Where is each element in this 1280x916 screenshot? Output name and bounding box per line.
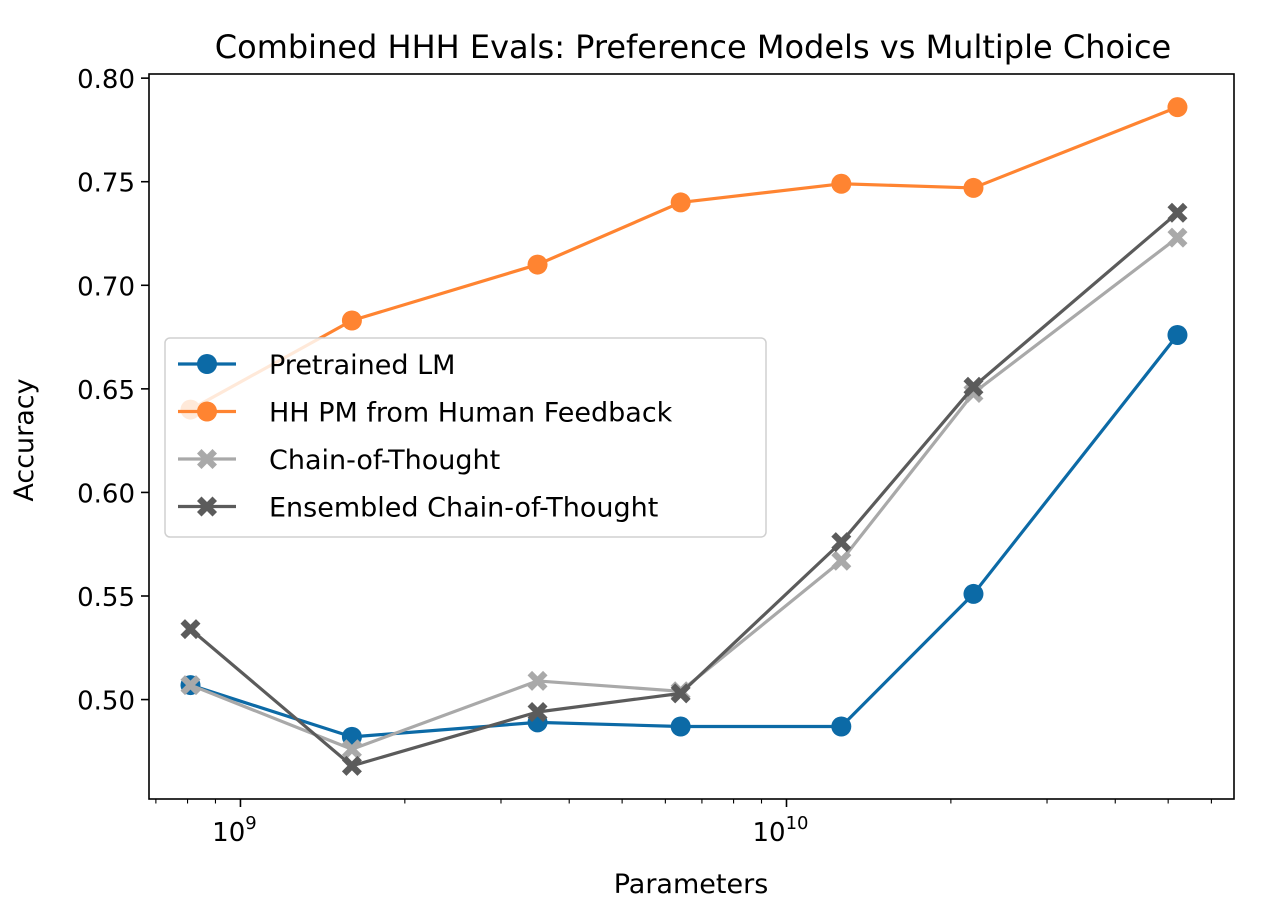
data-point — [963, 177, 984, 198]
y-axis-label: Accuracy — [9, 378, 40, 501]
data-point — [527, 702, 548, 722]
data-point — [1167, 202, 1188, 223]
legend-box — [164, 337, 767, 538]
legend-label: Ensembled Chain-of-Thought — [269, 493, 658, 524]
series-3 — [180, 202, 1188, 776]
legend-item: Ensembled Chain-of-Thought — [178, 493, 658, 524]
y-tick-label: 0.50 — [77, 687, 135, 717]
y-tick-label: 0.65 — [77, 376, 135, 406]
legend-marker — [197, 354, 217, 374]
data-point — [1167, 227, 1188, 248]
data-point — [341, 310, 362, 331]
y-tick-label: 0.75 — [77, 169, 135, 199]
data-point — [963, 583, 984, 604]
data-point — [527, 670, 548, 691]
legend-label: HH PM from Human Feedback — [269, 398, 673, 429]
data-point — [670, 192, 691, 213]
y-tick-label: 0.60 — [77, 479, 135, 509]
data-point — [831, 716, 852, 737]
legend-label: Chain-of-Thought — [269, 445, 500, 476]
legend: Pretrained LM HH PM from Human Feedback Ch… — [164, 337, 767, 538]
data-point — [831, 532, 852, 553]
legend-item: Pretrained LM — [178, 350, 455, 381]
legend-item: Chain-of-Thought — [178, 445, 500, 476]
legend-marker — [197, 496, 217, 517]
data-point — [963, 376, 984, 397]
legend-label: Pretrained LM — [269, 350, 455, 381]
y-tick-label: 0.70 — [77, 272, 135, 302]
series-layer — [180, 97, 1188, 776]
chart-title: Combined HHH Evals: Preference Models vs… — [215, 28, 1171, 66]
plot-frame — [148, 73, 1235, 800]
x-axis: 109 1010 — [155, 799, 1212, 848]
data-point — [1167, 97, 1188, 118]
data-point — [670, 716, 691, 737]
x-tick-label: 1010 — [752, 813, 808, 848]
x-tick-label: 109 — [212, 813, 257, 848]
data-point — [831, 550, 852, 571]
data-point — [180, 619, 201, 640]
data-point — [341, 755, 362, 776]
legend-marker — [197, 401, 217, 422]
data-point — [341, 739, 362, 760]
data-point — [670, 683, 691, 704]
data-point — [527, 254, 548, 275]
y-tick-label: 0.80 — [77, 65, 135, 95]
y-tick-label: 0.55 — [77, 583, 135, 613]
legend-marker — [197, 449, 217, 469]
y-axis: 0.50 0.55 0.60 0.65 0.70 0.75 0.80 — [77, 65, 149, 717]
data-point — [1167, 325, 1188, 345]
data-point — [180, 675, 201, 696]
legend-item: HH PM from Human Feedback — [178, 398, 673, 429]
x-axis-label: Parameters — [614, 869, 769, 900]
data-point — [831, 173, 852, 194]
